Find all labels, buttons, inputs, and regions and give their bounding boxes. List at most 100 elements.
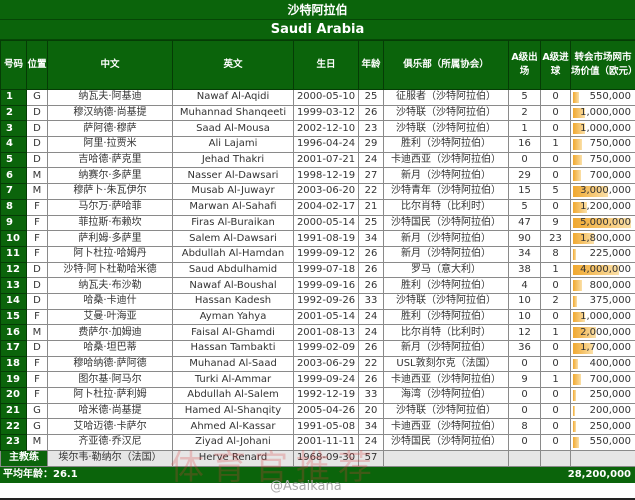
cell-value: 4,000,000	[570, 261, 635, 279]
cell-dob: 1999-09-16	[293, 277, 359, 294]
player-row: 10 F 萨利姆·多萨里 Salem Al-Dawsari 1991-08-19 34 新月…	[0, 230, 635, 247]
cell-age: 25	[358, 214, 384, 232]
cell-en: Saud Abdulhamid	[172, 261, 294, 279]
sheet-title: 沙特阿拉伯	[0, 0, 635, 20]
cell-no: 6	[0, 167, 27, 185]
cell-value: 550,000	[570, 89, 635, 106]
cell-caps: 0	[508, 387, 541, 404]
value-text: 700,000	[589, 373, 631, 385]
cell-caps: 38	[508, 261, 541, 279]
cell-age: 24	[358, 324, 384, 341]
squad-table: 号码 位置 中文 英文 生日 年龄 俱乐部（所属协会） A级出场 A级进球 转会…	[0, 40, 635, 467]
cell-pos: D	[26, 261, 48, 279]
value-text: 1,800,000	[580, 232, 631, 244]
cell-club: 新月（沙特阿拉伯）	[383, 230, 509, 247]
cell-age: 26	[358, 104, 384, 122]
cell-dob: 1991-05-08	[293, 418, 359, 436]
player-row: 7 M 穆萨卜·朱瓦伊尔 Musab Al-Juwayr 2003-06-20 22 沙特青…	[0, 183, 635, 200]
cell-age: 26	[358, 245, 384, 263]
cell-dob: 2004-02-17	[293, 198, 359, 216]
value-text: 750,000	[589, 138, 631, 150]
cell-caps: 10	[508, 292, 541, 310]
cell-dob: 2003-06-20	[293, 183, 359, 200]
cell-pos: D	[26, 151, 48, 169]
coach-row: 主教练 埃尔韦·勒纳尔（法国） Herve Renard 1968-09-30 …	[0, 449, 635, 467]
cell-caps: 4	[508, 277, 541, 294]
value-text: 1,700,000	[580, 342, 631, 354]
cell-cn: 费萨尔·加姆迪	[47, 324, 173, 341]
player-row: 2 D 穆汉纳德·尚基提 Muhannad Shanqeeti 1999-03-12 26…	[0, 104, 635, 122]
cell-cn: 纳瓦夫·布沙勒	[47, 277, 173, 294]
cell-goals: 5	[540, 183, 571, 200]
cell-cn: 哈米德·尚基提	[47, 402, 173, 420]
cell-club: 征服者（沙特阿拉伯）	[383, 89, 509, 106]
cell-no: 22	[0, 418, 27, 436]
player-row: 22 G 艾哈迈德·卡萨尔 Ahmed Al-Kassar 1991-05-08 34 卡迪…	[0, 418, 635, 436]
cell-caps: 29	[508, 167, 541, 185]
cell-no: 16	[0, 324, 27, 341]
player-row: 13 D 纳瓦夫·布沙勒 Nawaf Al-Boushal 1999-09-16 26 胜利…	[0, 277, 635, 294]
cell-cn: 吉哈德·萨克里	[47, 151, 173, 169]
value-text: 700,000	[589, 169, 631, 181]
cell-dob: 2003-06-29	[293, 355, 359, 373]
cell-club: 新月（沙特阿拉伯）	[383, 167, 509, 185]
cell-club: 沙特国民（沙特阿拉伯）	[383, 434, 509, 451]
cell-no: 9	[0, 214, 27, 232]
cell-goals: 0	[540, 355, 571, 373]
cell-en: Ali Lajami	[172, 136, 294, 153]
cell-pos: G	[26, 418, 48, 436]
cell-value: 250,000	[570, 418, 635, 436]
cell-dob: 1999-03-12	[293, 104, 359, 122]
cell-pos: F	[26, 308, 48, 326]
cell-no: 5	[0, 151, 27, 169]
cell-goals: 0	[540, 387, 571, 404]
value-bar	[573, 170, 582, 182]
cell-no: 21	[0, 402, 27, 420]
cell-value: 1,000,000	[570, 104, 635, 122]
cell-caps: 0	[508, 434, 541, 451]
cell-pos: F	[26, 214, 48, 232]
cell-en: Salem Al-Dawsari	[172, 230, 294, 247]
cell-en: Abdullah Al-Salem	[172, 387, 294, 404]
cell-en: Marwan Al-Sahafi	[172, 198, 294, 216]
cell-pos: D	[26, 277, 48, 294]
header-pos: 位置	[26, 40, 48, 90]
player-row: 12 D 沙特·阿卜杜勒哈米德 Saud Abdulhamid 1999-07-18 26…	[0, 261, 635, 279]
cell-value: 750,000	[570, 151, 635, 169]
cell-age: 33	[358, 387, 384, 404]
cell-cn: 马尔万·萨哈菲	[47, 198, 173, 216]
cell-dob: 2002-12-10	[293, 120, 359, 138]
cell-goals: 8	[540, 245, 571, 263]
cell-pos: D	[26, 340, 48, 357]
cell-cn: 穆汉纳德·尚基提	[47, 104, 173, 122]
cell-en: Ayman Yahya	[172, 308, 294, 326]
value-bar	[573, 358, 578, 370]
cell-pos: M	[26, 434, 48, 451]
average-age: 平均年龄：26.1	[3, 468, 78, 480]
value-text: 1,000,000	[580, 122, 631, 134]
cell-value: 700,000	[570, 167, 635, 185]
cell-age: 34	[358, 418, 384, 436]
cell-caps: 0	[508, 355, 541, 373]
cell-goals: 1	[540, 371, 571, 389]
cell-value: 1,000,000	[570, 120, 635, 138]
player-row: 9 F 菲拉斯·布赖坎 Firas Al-Buraikan 2000-05-14 25 沙特…	[0, 214, 635, 232]
value-text: 1,200,000	[580, 201, 631, 213]
cell-club: 胜利（沙特阿拉伯）	[383, 308, 509, 326]
cell-pos: M	[26, 167, 48, 185]
cell-en: Turki Al-Ammar	[172, 371, 294, 389]
cell-pos: F	[26, 245, 48, 263]
cell-dob: 1998-12-19	[293, 167, 359, 185]
cell-club: 卡迪西亚（沙特阿拉伯）	[383, 371, 509, 389]
cell-en: Faisal Al-Ghamdi	[172, 324, 294, 341]
cell-goals: 1	[540, 261, 571, 279]
coach-cn: 埃尔韦·勒纳尔（法国）	[47, 449, 173, 467]
value-bar	[573, 154, 582, 166]
cell-club: 新月（沙特阿拉伯）	[383, 340, 509, 357]
value-text: 1,000,000	[580, 107, 631, 119]
value-bar	[573, 374, 582, 386]
value-bar	[573, 280, 583, 291]
cell-no: 15	[0, 308, 27, 326]
cell-pos: D	[26, 136, 48, 153]
player-row: 8 F 马尔万·萨哈菲 Marwan Al-Sahafi 2004-02-17 21 比尔肖…	[0, 198, 635, 216]
